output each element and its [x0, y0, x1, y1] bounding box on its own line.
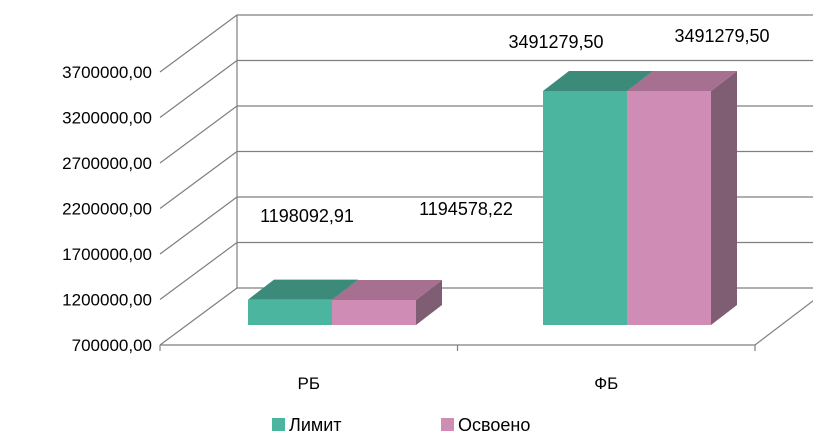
- x-axis-categories: РБ ФБ: [298, 374, 619, 393]
- x-category-label: ФБ: [594, 374, 618, 393]
- data-label: 3491279,50: [674, 26, 769, 46]
- y-tick-label: 1200000,00: [62, 291, 152, 310]
- data-labels: 1198092,91 1194578,22 3491279,50 3491279,50: [260, 26, 769, 226]
- data-label: 3491279,50: [508, 32, 603, 52]
- data-label: 1194578,22: [419, 199, 513, 219]
- bar-top: [627, 70, 737, 91]
- y-tick-label: 700000,00: [72, 336, 152, 355]
- legend-swatch: [441, 418, 454, 431]
- bar-side: [711, 70, 737, 326]
- y-tick-label: 1700000,00: [62, 245, 152, 264]
- legend-label: Освоено: [458, 415, 530, 435]
- bars: [248, 70, 737, 326]
- y-tick-label: 2700000,00: [62, 154, 152, 173]
- bar-front: [248, 299, 332, 325]
- legend: Лимит Освоено: [272, 415, 530, 435]
- y-axis-ticks: 700000,00 1200000,00 1700000,00 2200000,00 2…: [62, 63, 152, 355]
- bar-front: [627, 90, 711, 326]
- legend-item: Освоено: [441, 415, 530, 435]
- bar: [332, 279, 442, 325]
- legend-item: Лимит: [272, 415, 342, 435]
- bar: [627, 70, 737, 326]
- grid-lines: [159, 14, 813, 351]
- bar-side: [416, 279, 442, 325]
- data-label: 1198092,91: [260, 206, 354, 226]
- bar-front: [332, 299, 416, 325]
- x-category-label: РБ: [298, 374, 321, 393]
- y-tick-label: 3200000,00: [62, 109, 152, 128]
- bar-top: [248, 279, 358, 300]
- legend-swatch: [272, 418, 285, 431]
- bar-front: [543, 90, 627, 326]
- bar-top: [332, 279, 442, 300]
- y-tick-label: 3700000,00: [62, 63, 152, 82]
- legend-label: Лимит: [289, 415, 342, 435]
- y-tick-label: 2200000,00: [62, 200, 152, 219]
- bar-top: [543, 70, 653, 91]
